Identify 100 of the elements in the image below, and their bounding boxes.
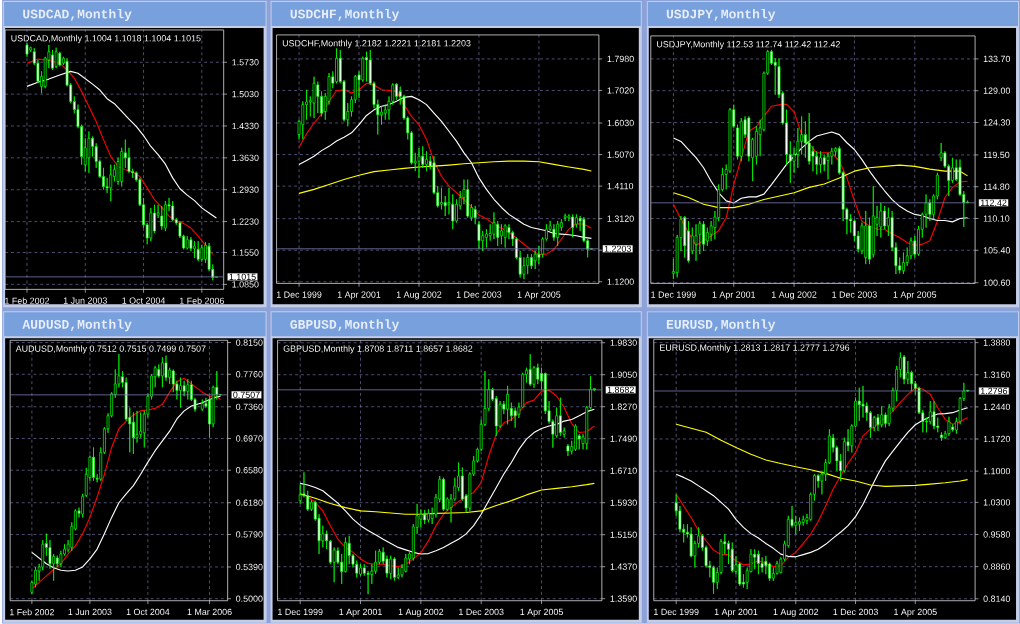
candlestick <box>683 215 687 259</box>
x-tick-label: 1 Apr 2005 <box>893 291 937 300</box>
y-tick-label: 0.7360 <box>236 403 263 411</box>
chart-title: EURUSD,Monthly <box>666 319 776 332</box>
y-tick-label: 100.60 <box>983 279 1011 287</box>
candlestick <box>574 424 577 452</box>
x-tick-label: 1 Jun 2003 <box>68 608 112 616</box>
candlestick <box>947 416 951 437</box>
y-tick-label: 1.9830 <box>610 339 637 347</box>
y-tick-label: 0.5000 <box>236 595 263 603</box>
text: GBPUSD,Monthly 1.8708 1.8711 1.8657 1.8682 <box>283 345 473 354</box>
candlestick <box>500 224 503 245</box>
candlestick <box>193 240 196 259</box>
y-tick-label: 1.7490 <box>610 435 637 443</box>
y-tick-label: 1.3120 <box>607 215 634 222</box>
candlestick <box>530 253 533 270</box>
candlestick <box>861 385 865 419</box>
candlestick <box>528 354 532 387</box>
candlestick <box>164 200 167 232</box>
chart-title: USDCAD,Monthly <box>23 9 132 22</box>
candlestick <box>694 224 698 262</box>
x-tick-label: 1 Feb 2002 <box>10 608 54 616</box>
y-tick-label: 0.6970 <box>236 435 263 442</box>
y-tick-label: 1.6710 <box>610 467 637 475</box>
candlestick <box>389 555 393 580</box>
x-tick-label: 1 Apr 2001 <box>714 608 758 617</box>
candlestick <box>149 207 153 242</box>
candlestick <box>161 356 164 388</box>
y-tick-label: 0.5390 <box>236 564 263 571</box>
chart-title: GBPUSD,Monthly <box>290 319 400 332</box>
y-tick-label: 1.5030 <box>232 91 259 98</box>
candlestick <box>563 213 567 222</box>
x-tick-label: 1 Aug 2002 <box>771 291 817 300</box>
candlestick <box>753 549 757 570</box>
x-tick-label: 1 Dec 2003 <box>832 291 877 298</box>
y-tick-label: 1.5930 <box>610 499 637 507</box>
y-tick-label: 1.5730 <box>232 59 259 66</box>
y-tick-label: 0.8860 <box>983 563 1011 570</box>
candlestick <box>815 150 819 175</box>
y-tick-label: 1.3590 <box>610 595 637 602</box>
candlestick <box>185 235 189 250</box>
x-tick-label: 1 Dec 2003 <box>459 608 504 616</box>
line-series <box>298 160 592 195</box>
candlestick <box>359 564 362 577</box>
y-tick-label: 1.4370 <box>610 563 637 570</box>
candlestick <box>503 224 507 249</box>
candlestick <box>702 220 705 252</box>
y-tick-label: 0.9580 <box>983 531 1011 538</box>
candlestick <box>879 202 883 239</box>
candlestick <box>393 557 396 582</box>
candlestick <box>200 244 204 263</box>
y-tick-label: 1.1000 <box>983 468 1011 475</box>
candlestick <box>160 205 164 231</box>
candlestick <box>801 515 805 527</box>
y-tick-label: 1.1550 <box>232 249 259 256</box>
candlestick <box>819 150 822 174</box>
y-tick-label: 0.6580 <box>236 467 263 474</box>
x-tick-label: 1 Dec 2003 <box>833 608 878 616</box>
y-tick-label: 110.10 <box>983 215 1010 222</box>
candlestick <box>109 164 113 202</box>
y-tick-label: 124.30 <box>983 119 1011 126</box>
candlestick <box>423 509 427 525</box>
candlestick <box>712 565 715 595</box>
y-tick-label: 1.5070 <box>607 151 634 158</box>
candlestick <box>92 447 95 482</box>
x-tick-label: 1 Dec 2003 <box>456 291 502 298</box>
candlestick <box>132 412 135 455</box>
y-tick-label: 1.3630 <box>232 154 259 162</box>
y-tick-label: 1.9050 <box>610 371 637 379</box>
candlestick <box>186 378 190 400</box>
line-series <box>675 387 969 568</box>
ref-line-label: 1.2796 <box>980 388 1008 395</box>
y-tick-label: 1.3880 <box>983 339 1011 346</box>
candlestick <box>826 152 830 180</box>
candlestick <box>51 49 54 71</box>
candlestick <box>404 553 408 573</box>
x-tick-label: 1 Feb 2002 <box>5 297 50 305</box>
y-tick-label: 1.3160 <box>983 371 1011 379</box>
candlestick <box>473 205 477 225</box>
ref-line-label: 0.7507 <box>233 391 260 399</box>
y-tick-label: 0.7760 <box>236 371 263 378</box>
chart-title: AUDUSD,Monthly <box>22 319 132 332</box>
x-tick-label: 1 Apr 2001 <box>712 291 756 300</box>
candlestick <box>798 517 801 532</box>
candlestick <box>687 220 690 264</box>
y-tick-label: 1.1200 <box>607 278 634 286</box>
ref-line-label: 1.8682 <box>607 386 634 394</box>
x-tick-label: 1 Mar 2006 <box>187 608 232 616</box>
candlestick <box>526 253 530 275</box>
y-tick-label: 0.8140 <box>983 595 1011 603</box>
candlestick <box>466 179 470 219</box>
chart-title: USDJPY,Monthly <box>666 9 776 22</box>
text: AUDUSD,Monthly 0.7512 0.7515 0.7499 0.7507 <box>15 345 206 354</box>
x-tick-label: 1 Apr 2001 <box>339 608 382 617</box>
candlestick <box>756 550 760 575</box>
x-tick-label: 1 Apr 2005 <box>894 608 937 617</box>
y-tick-label: 1.7020 <box>607 87 634 94</box>
candlestick <box>477 220 481 250</box>
y-tick-label: 1.0300 <box>983 499 1011 506</box>
x-tick-label: 1 Dec 1999 <box>651 291 696 298</box>
